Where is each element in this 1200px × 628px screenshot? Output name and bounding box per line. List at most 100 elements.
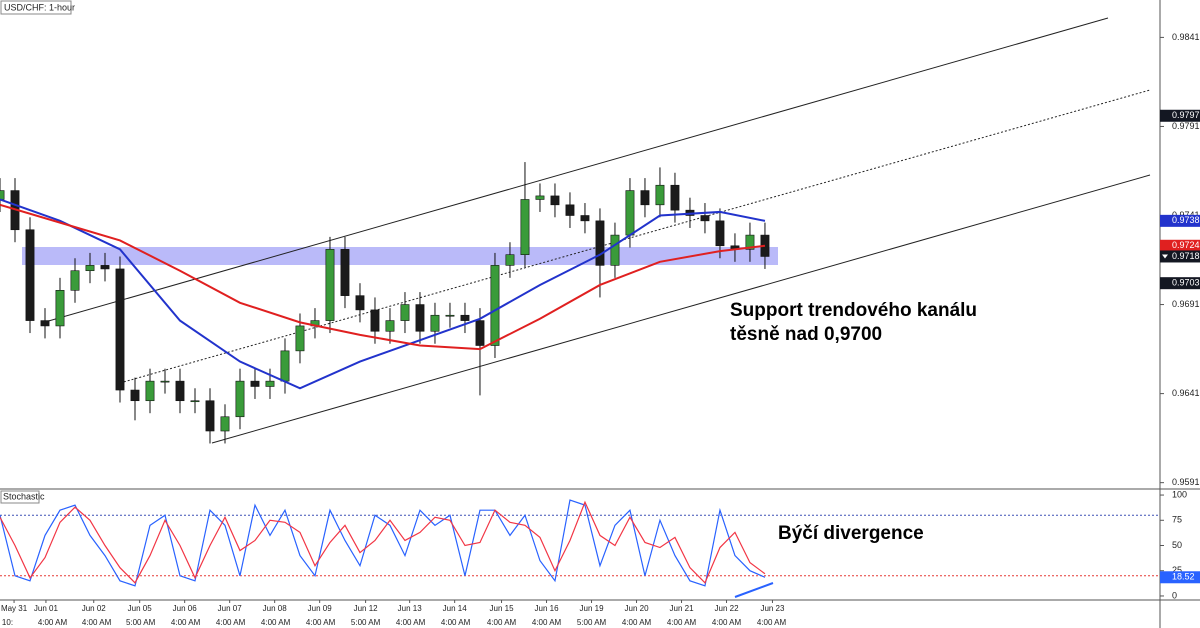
candle-body xyxy=(220,416,230,432)
candle-body xyxy=(580,215,590,222)
annotation: těsně nad 0,9700 xyxy=(730,324,882,345)
candle-body xyxy=(610,234,620,266)
candle-body xyxy=(385,320,395,332)
price-label-text: 18.52 xyxy=(1172,572,1195,582)
x-tick-sublabel: 5:00 AM xyxy=(126,618,156,627)
candle-body xyxy=(0,190,5,200)
annotation: Support trendového kanálu xyxy=(730,300,977,321)
candle-body xyxy=(175,380,185,402)
channel-lower xyxy=(211,174,1151,444)
x-tick-sublabel: 4:00 AM xyxy=(38,618,68,627)
x-tick-label: Jun 16 xyxy=(535,604,560,613)
moving-average xyxy=(0,203,766,351)
candle-body xyxy=(745,234,755,250)
x-tick-sublabel: 4:00 AM xyxy=(622,618,652,627)
y-tick-label: 100 xyxy=(1172,489,1187,499)
y-tick-label: 0.9691 xyxy=(1172,299,1200,309)
y-tick-label: 0.9791 xyxy=(1172,121,1200,131)
support-zone xyxy=(22,247,778,265)
channel-middle xyxy=(119,89,1151,384)
candle-body xyxy=(115,268,125,391)
x-tick-sublabel: 4:00 AM xyxy=(487,618,517,627)
y-tick-label: 0.9641 xyxy=(1172,388,1200,398)
candle-body xyxy=(85,265,95,272)
candle-body xyxy=(280,350,290,382)
stochastic-line xyxy=(0,499,766,587)
price-label-text: 0.9724 xyxy=(1172,240,1200,250)
divergence-line xyxy=(734,582,774,598)
y-tick-label: 25 xyxy=(1172,565,1182,575)
x-tick-label: Jun 12 xyxy=(354,604,379,613)
x-tick-label: Jun 14 xyxy=(443,604,468,613)
candle-body xyxy=(670,184,680,211)
x-tick-sublabel: 4:00 AM xyxy=(216,618,246,627)
candle-body xyxy=(100,265,110,270)
candle-body xyxy=(145,380,155,402)
candle-body xyxy=(460,314,470,321)
candle-body xyxy=(400,304,410,321)
price-label xyxy=(1160,571,1200,584)
candle-body xyxy=(235,380,245,418)
candle-body xyxy=(70,270,80,291)
x-tick-sublabel: 4:00 AM xyxy=(396,618,426,627)
candle-body xyxy=(355,295,365,311)
candle-body xyxy=(205,400,215,432)
x-tick-sublabel: 4:00 AM xyxy=(171,618,201,627)
price-label xyxy=(1160,239,1200,252)
moving-average xyxy=(0,198,766,390)
x-tick-sublabel: 10: xyxy=(2,618,13,627)
y-tick-label: 75 xyxy=(1172,515,1182,525)
candle-body xyxy=(535,195,545,200)
x-tick-label: Jun 06 xyxy=(173,604,198,613)
y-tick-label: 0 xyxy=(1172,590,1177,600)
x-tick-label: Jun 13 xyxy=(398,604,423,613)
candle-body xyxy=(430,314,440,332)
candle-body xyxy=(715,220,725,247)
candle-body xyxy=(550,195,560,206)
arrow-icon xyxy=(1162,254,1168,259)
channel-upper xyxy=(44,17,1109,323)
candle-body xyxy=(25,229,35,321)
candle-body xyxy=(190,400,200,403)
price-label xyxy=(1160,250,1200,263)
price-label xyxy=(1160,109,1200,122)
x-tick-sublabel: 4:00 AM xyxy=(532,618,562,627)
candle-body xyxy=(325,249,335,321)
indicator-title: Stochastic xyxy=(3,491,45,501)
x-tick-label: May 31 xyxy=(1,604,28,613)
x-tick-label: Jun 09 xyxy=(308,604,333,613)
x-tick-label: Jun 19 xyxy=(580,604,605,613)
candle-body xyxy=(700,215,710,222)
candle-body xyxy=(475,320,485,346)
candle-body xyxy=(40,320,50,327)
price-label-text: 0.9703 xyxy=(1172,278,1200,288)
candle-body xyxy=(295,325,305,352)
candle-body xyxy=(55,290,65,327)
x-tick-label: Jun 02 xyxy=(82,604,107,613)
candle-body xyxy=(160,380,170,383)
x-tick-label: Jun 21 xyxy=(670,604,695,613)
title-box xyxy=(0,0,72,15)
y-tick-label: 50 xyxy=(1172,540,1182,550)
candle-body xyxy=(505,254,515,266)
stochastic-line xyxy=(0,500,766,584)
x-tick-sublabel: 4:00 AM xyxy=(757,618,787,627)
candle-body xyxy=(625,190,635,236)
price-label-text: 0.9738 xyxy=(1172,215,1200,225)
candle-body xyxy=(655,184,665,206)
x-tick-sublabel: 4:00 AM xyxy=(712,618,742,627)
candle-body xyxy=(265,380,275,387)
candle-body xyxy=(250,380,260,387)
candle-body xyxy=(490,265,500,346)
x-tick-label: Jun 15 xyxy=(490,604,515,613)
y-tick-label: 0.9841 xyxy=(1172,32,1200,42)
candle-body xyxy=(445,314,455,317)
x-tick-label: Jun 08 xyxy=(263,604,288,613)
candle-body xyxy=(640,190,650,206)
candle-body xyxy=(415,304,425,332)
candle-body xyxy=(340,249,350,296)
x-tick-sublabel: 4:00 AM xyxy=(306,618,336,627)
